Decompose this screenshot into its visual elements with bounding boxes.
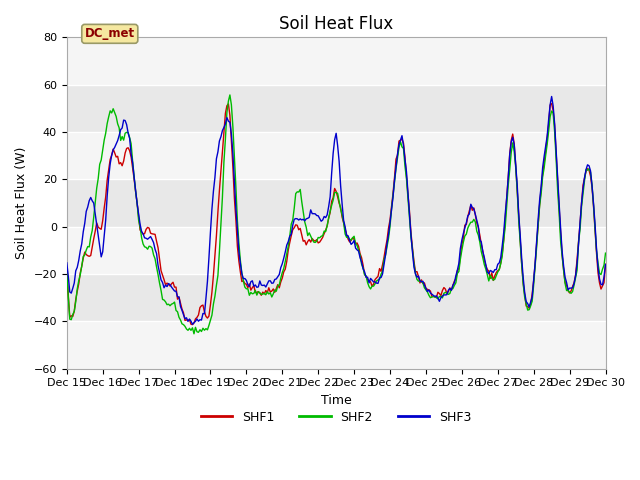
SHF2 (63, 268, 70, 274)
Legend: SHF1, SHF2, SHF3: SHF1, SHF2, SHF3 (196, 406, 477, 429)
SHF3 (371, 279, 379, 285)
SHF3 (602, 262, 609, 267)
SHF3 (78, 241, 86, 247)
SHF3 (63, 260, 70, 266)
X-axis label: Time: Time (321, 394, 351, 407)
SHF1 (538, 186, 545, 192)
SHF1 (389, 191, 397, 196)
SHF3 (548, 94, 556, 99)
SHF1 (548, 101, 556, 107)
Line: SHF1: SHF1 (67, 104, 605, 324)
Y-axis label: Soil Heat Flux (W): Soil Heat Flux (W) (15, 147, 28, 259)
SHF1 (401, 155, 409, 160)
Bar (67, 37, 605, 84)
SHF2 (190, 331, 198, 336)
SHF2 (226, 92, 234, 98)
Bar (67, 179, 605, 227)
SHF1 (371, 276, 379, 282)
SHF2 (602, 250, 609, 256)
Line: SHF3: SHF3 (67, 96, 605, 324)
Bar (67, 227, 605, 274)
Bar (67, 84, 605, 132)
SHF2 (539, 174, 547, 180)
SHF3 (189, 322, 196, 327)
SHF1 (189, 322, 196, 327)
SHF3 (389, 194, 397, 200)
SHF1 (163, 280, 171, 286)
SHF3 (538, 183, 545, 189)
Bar (67, 321, 605, 369)
Title: Soil Heat Flux: Soil Heat Flux (279, 15, 393, 33)
SHF1 (63, 268, 70, 274)
SHF2 (390, 180, 398, 186)
SHF2 (78, 263, 86, 269)
SHF1 (602, 261, 609, 267)
Bar (67, 274, 605, 321)
SHF2 (403, 176, 410, 181)
Line: SHF2: SHF2 (67, 95, 605, 334)
SHF2 (372, 278, 380, 284)
SHF2 (163, 302, 171, 308)
SHF3 (163, 284, 171, 289)
Text: DC_met: DC_met (84, 27, 135, 40)
SHF1 (78, 264, 86, 269)
Bar (67, 132, 605, 179)
SHF3 (401, 156, 409, 162)
